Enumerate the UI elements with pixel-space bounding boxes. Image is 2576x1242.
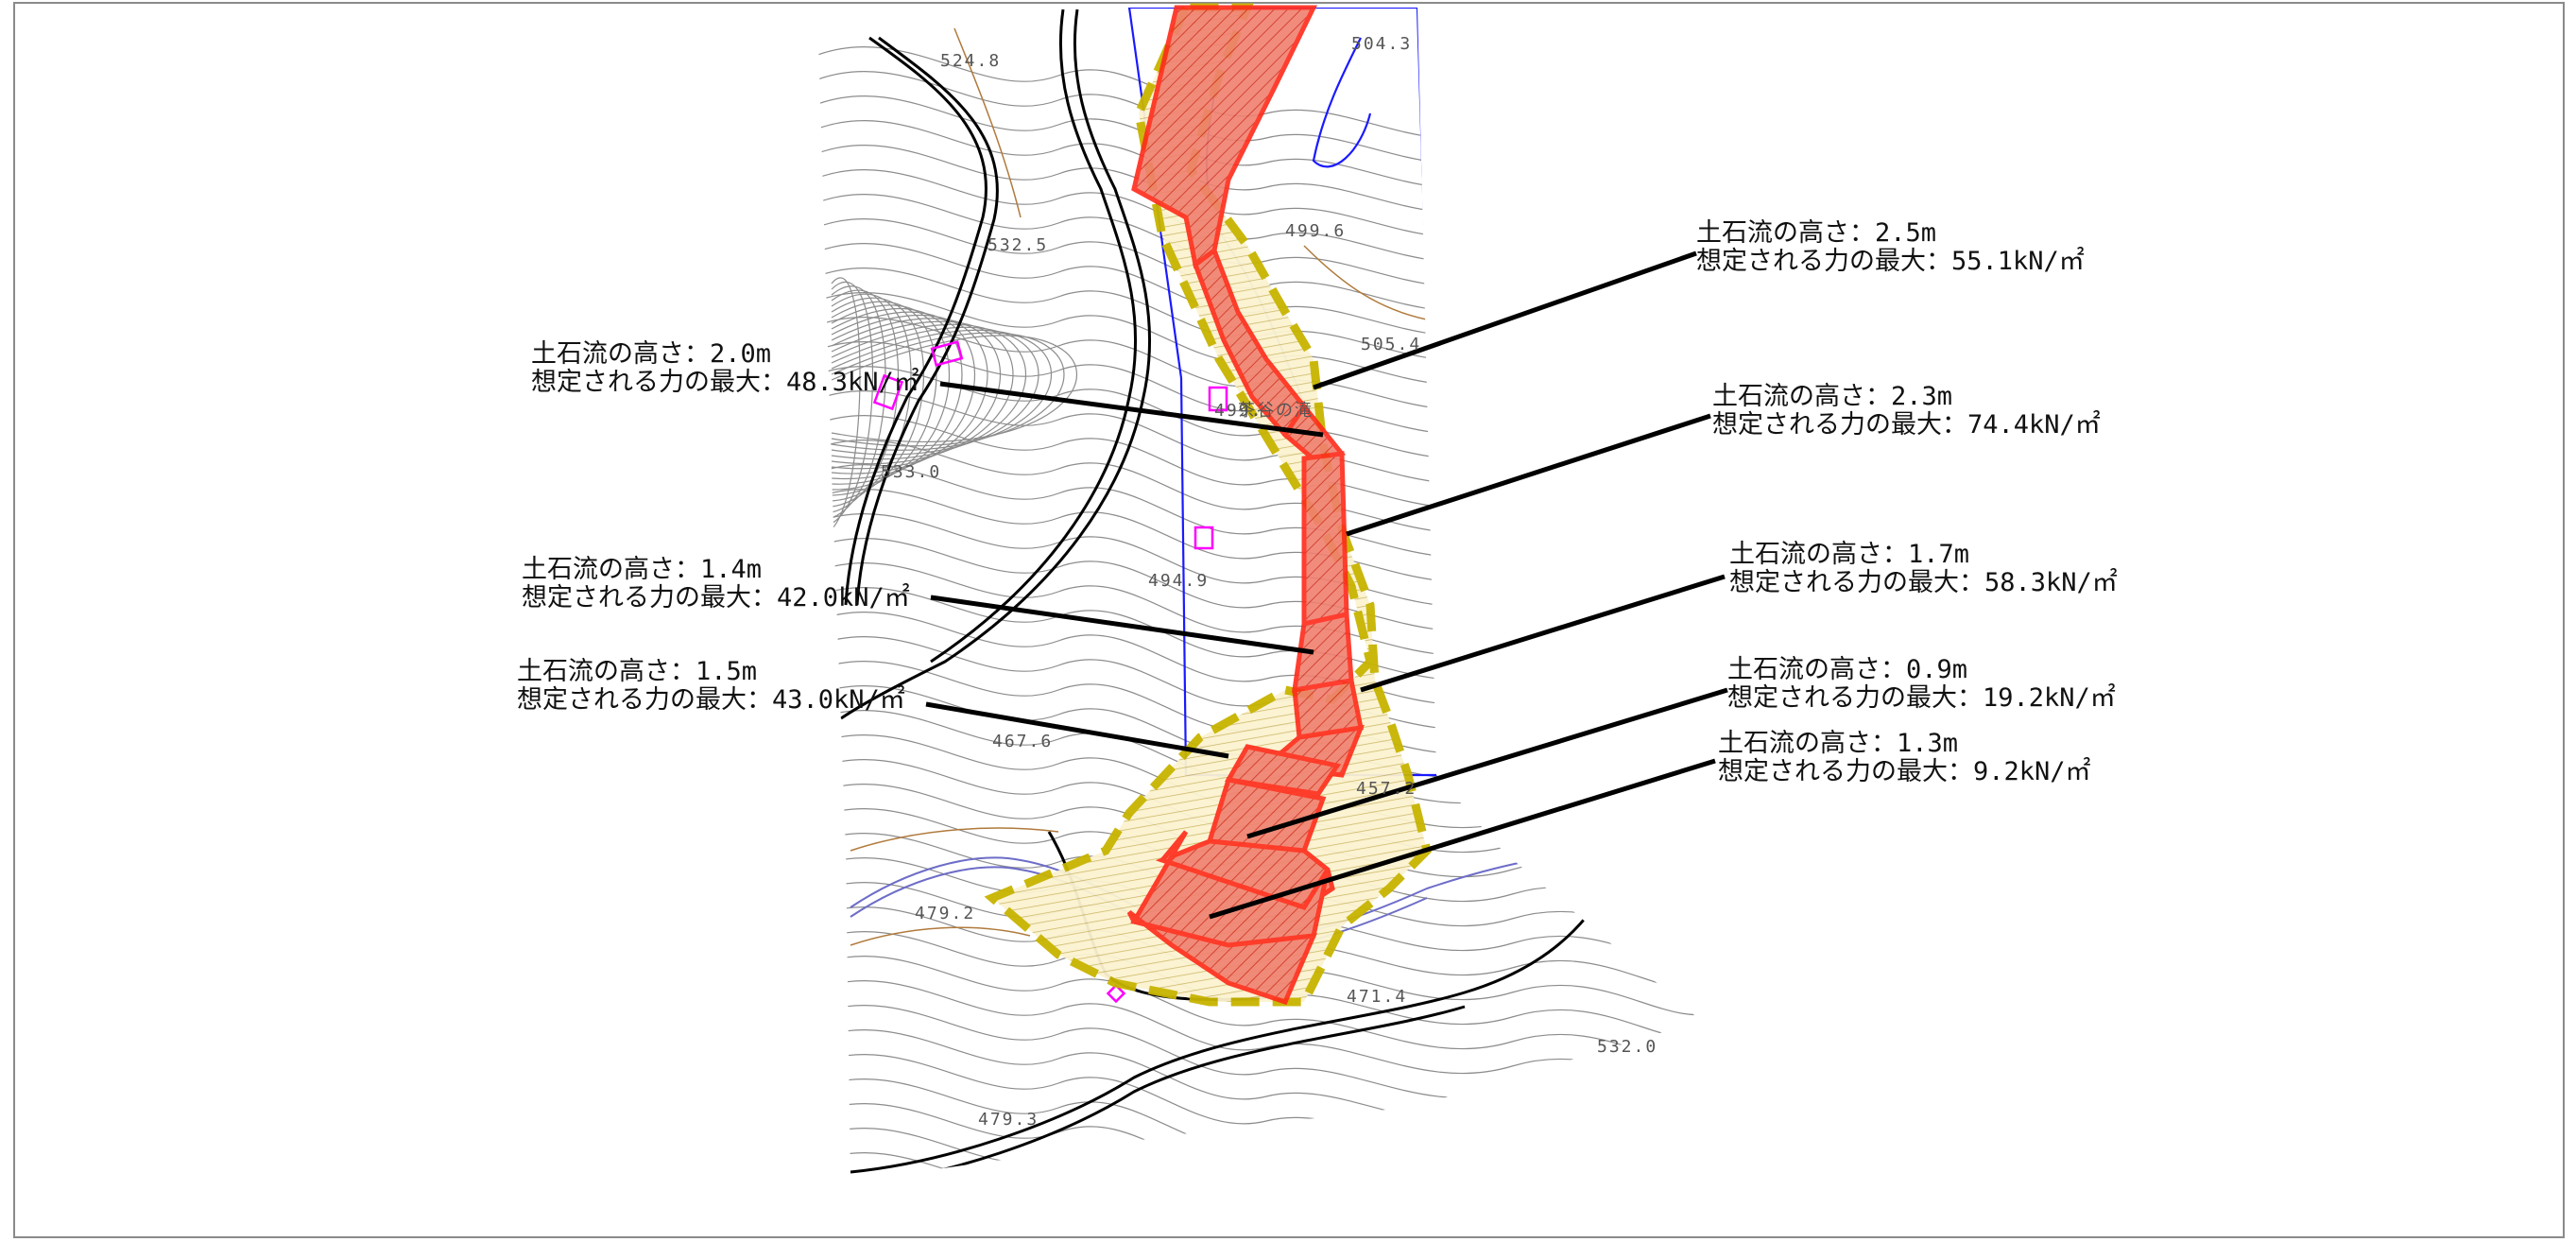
contour-line [831,304,951,491]
elev-label: 457.2 [1356,779,1417,799]
contour-line [831,311,975,480]
contour-line [817,956,1701,1065]
elev-label: 499.6 [1285,221,1346,241]
callout-c4: 土石流の高さ：1.7m 想定される力の最大：58.3kN/㎡ [1729,541,2118,597]
terrain-brown-lines [850,27,1437,946]
elev-label: 504.3 [1351,34,1412,54]
callout-c3: 土石流の高さ：2.3m 想定される力の最大：74.4kN/㎡ [1712,383,2101,440]
elev-label: 499. [1214,401,1262,421]
max-force-label: 想定される力の最大：48.3kN/㎡ [531,368,919,397]
elev-label: 471.4 [1347,987,1407,1007]
contour-line [831,326,1039,456]
elev-label: 532.0 [1597,1037,1657,1057]
flow-height-label: 土石流の高さ：0.9m [1727,655,1968,684]
contour-line [831,315,988,474]
building-markers [872,340,1228,1004]
max-force-label: 想定される力の最大：42.0kN/㎡ [522,583,910,612]
contour-line [831,307,963,485]
contour-line [831,320,1014,465]
road-lines [840,9,1627,1182]
callout-c6: 土石流の高さ：1.5m 想定される力の最大：43.0kN/㎡ [517,658,905,715]
contour-line [817,1128,1701,1182]
callout-c5: 土石流の高さ：1.4m 想定される力の最大：42.0kN/㎡ [522,556,910,612]
flow-height-label: 土石流の高さ：1.3m [1718,729,1959,758]
elev-label: 479.2 [915,904,975,923]
flow-height-label: 土石流の高さ：1.4m [522,555,763,584]
elev-label: 494.9 [1148,571,1209,591]
stream-name-label: 茶谷の滝 [1238,401,1314,421]
callout-leaders [925,250,1728,920]
red-hazard-zone [1126,5,1365,1006]
max-force-label: 想定される力の最大：9.2kN/㎡ [1718,757,2091,786]
callout-c2: 土石流の高さ：2.0m 想定される力の最大：48.3kN/㎡ [531,340,919,397]
max-force-label: 想定される力の最大：55.1kN/㎡ [1696,247,2085,276]
elev-label: 467.6 [992,732,1053,751]
max-force-label: 想定される力の最大：58.3kN/㎡ [1729,568,2118,597]
max-force-label: 想定される力の最大：43.0kN/㎡ [517,685,905,715]
elev-label: 533.0 [881,462,941,482]
callout-c7: 土石流の高さ：0.9m 想定される力の最大：19.2kN/㎡ [1727,656,2116,713]
elevation-labels: 524.8 504.3 532.5 499.6 505.4 499. 533.0… [881,34,1657,1130]
contour-line [831,323,1027,460]
contour-line [831,318,1002,470]
flow-height-label: 土石流の高さ：1.5m [517,657,758,686]
contour-line [831,329,1052,451]
flow-height-label: 土石流の高さ：2.0m [531,339,772,369]
elev-label: 505.4 [1361,335,1421,354]
elev-label: 532.5 [987,235,1048,255]
flow-height-label: 土石流の高さ：2.5m [1696,218,1937,248]
contour-line [831,281,874,525]
max-force-label: 想定される力の最大：74.4kN/㎡ [1712,410,2101,440]
max-force-label: 想定される力の最大：19.2kN/㎡ [1727,683,2116,713]
elev-label: 524.8 [940,51,1001,71]
flow-height-label: 土石流の高さ：1.7m [1729,540,1970,569]
contour-line [831,332,1065,447]
elev-label: 479.3 [978,1110,1039,1130]
callout-c8: 土石流の高さ：1.3m 想定される力の最大：9.2kN/㎡ [1718,730,2091,786]
flow-height-label: 土石流の高さ：2.3m [1712,382,1953,411]
callout-c1: 土石流の高さ：2.5m 想定される力の最大：55.1kN/㎡ [1696,219,2085,276]
